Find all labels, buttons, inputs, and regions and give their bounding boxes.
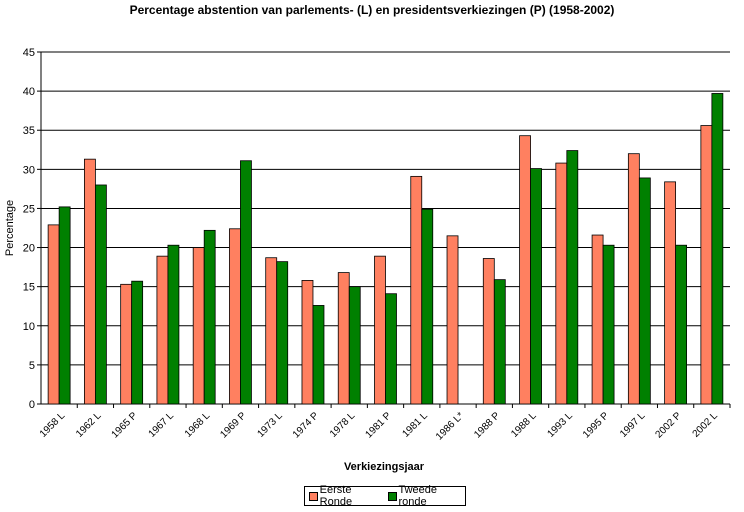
- x-tick-label: 1978 L: [328, 410, 358, 440]
- x-tick-label: 1973 L: [255, 410, 285, 440]
- bar-tweede-ronde: [602, 244, 615, 405]
- legend-item-tweede: Tweede ronde: [387, 484, 465, 508]
- x-tick-label: 1997 L: [618, 410, 648, 440]
- x-tick-label: 2002 L: [691, 410, 721, 440]
- bar-eerste-ronde: [229, 228, 241, 405]
- bar-eerste-ronde: [664, 181, 677, 405]
- y-tick-label: 5: [29, 360, 35, 372]
- bar-tweede-ronde: [421, 208, 434, 405]
- plot-area: 0 5 10 15 20 25 30 35 40 45 1958 L 1962 L 1965 P 1967…: [23, 47, 731, 443]
- bar-tweede-ronde: [167, 244, 180, 405]
- bar-eerste-ronde: [301, 280, 314, 405]
- y-tick-label: 20: [23, 243, 35, 255]
- y-tick-label: 30: [23, 164, 35, 176]
- bar-eerste-ronde: [519, 135, 531, 405]
- bar-tweede-ronde: [711, 93, 724, 405]
- x-tick-label: 1967 L: [147, 410, 177, 440]
- bar-eerste-ronde: [337, 272, 350, 405]
- bar-eerste-ronde: [83, 158, 96, 405]
- bar-tweede-ronde: [240, 160, 252, 405]
- bar-tweede-ronde: [385, 293, 397, 405]
- x-tick-label: 1981 P: [363, 410, 393, 440]
- y-tick-label: 15: [23, 282, 35, 294]
- chart-title: Percentage abstention van parlements- (L…: [130, 3, 615, 17]
- y-axis-label: Percentage: [4, 200, 16, 256]
- bar-eerste-ronde: [410, 175, 423, 405]
- bar-tweede-ronde: [638, 177, 651, 405]
- bar-eerste-ronde: [627, 153, 640, 405]
- x-tick-label: 1988 L: [509, 410, 539, 440]
- y-tick-label: 0: [29, 399, 35, 411]
- x-tick-label: 1988 P: [472, 410, 502, 440]
- bar-tweede-ronde: [530, 168, 542, 405]
- bar-tweede-ronde: [58, 206, 71, 405]
- bar-eerste-ronde: [47, 224, 60, 405]
- bar-eerste-ronde: [482, 258, 495, 405]
- bar-eerste-ronde: [120, 283, 133, 405]
- x-tick-label: 2002 P: [654, 410, 684, 440]
- bar-tweede-ronde: [131, 280, 144, 405]
- bar-tweede-ronde: [94, 184, 107, 405]
- y-tick-label: 35: [23, 125, 35, 137]
- x-tick-label: 1993 L: [546, 410, 576, 440]
- y-tick-label: 10: [23, 321, 35, 333]
- legend: Eerste Ronde Tweede ronde: [304, 484, 466, 508]
- bar-tweede-ronde: [493, 279, 506, 405]
- legend-label-tweede: Tweede ronde: [398, 484, 438, 508]
- bar-tweede-ronde: [203, 229, 216, 405]
- x-tick-label: 1981 L: [400, 410, 430, 440]
- x-tick-label: 1965 P: [110, 410, 140, 440]
- x-tick-label: 1969 P: [218, 410, 248, 440]
- x-tick-label: 1974 P: [291, 410, 321, 440]
- bar-tweede-ronde: [566, 150, 579, 405]
- bar-eerste-ronde: [591, 234, 604, 405]
- y-tick-label: 40: [23, 86, 35, 98]
- bar-tweede-ronde: [276, 261, 289, 405]
- y-tick-label: 25: [23, 203, 35, 215]
- bar-eerste-ronde: [700, 125, 713, 405]
- bar-eerste-ronde: [555, 162, 568, 405]
- legend-swatch-tweede: [387, 491, 397, 501]
- bar-eerste-ronde: [446, 235, 459, 405]
- y-tick-label: 45: [23, 47, 35, 59]
- bar-eerste-ronde: [374, 255, 386, 405]
- bar-eerste-ronde: [192, 247, 205, 405]
- x-tick-label: 1995 P: [581, 410, 611, 440]
- bar-tweede-ronde: [312, 305, 325, 405]
- bar-eerste-ronde: [156, 255, 169, 405]
- bar-tweede-ronde: [675, 244, 688, 405]
- x-tick-label: 1968 L: [183, 410, 213, 440]
- legend-swatch-eerste: [309, 491, 318, 501]
- x-tick-label: 1958 L: [38, 410, 68, 440]
- legend-label-eerste: Eerste Ronde: [319, 484, 353, 508]
- bar-eerste-ronde: [265, 257, 278, 405]
- x-tick-label: 1986 L*: [434, 410, 466, 442]
- x-axis-label: Verkiezingsjaar: [344, 461, 425, 473]
- x-tick-label: 1962 L: [74, 410, 104, 440]
- legend-item-eerste: Eerste Ronde: [309, 484, 384, 508]
- bar-tweede-ronde: [348, 286, 361, 405]
